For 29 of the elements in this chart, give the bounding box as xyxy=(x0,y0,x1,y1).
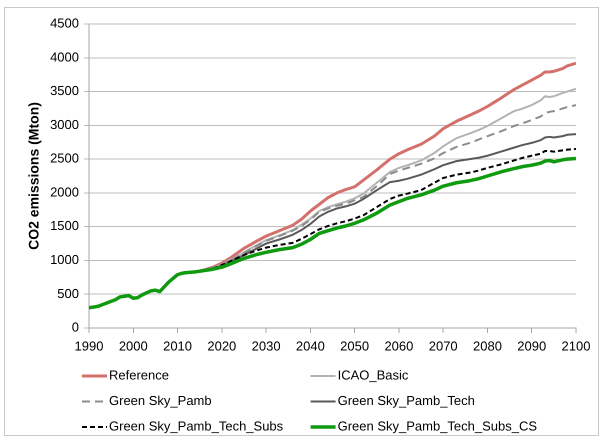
y-tick-label: 0 xyxy=(72,320,79,335)
y-tick-label: 4500 xyxy=(50,16,79,31)
y-tick-label: 2500 xyxy=(50,150,79,166)
y-tick-label: 1000 xyxy=(50,252,79,268)
x-tick-label: 2040 xyxy=(296,338,325,354)
x-tick-label: 2000 xyxy=(118,338,148,354)
legend-label: ICAO_Basic xyxy=(338,368,409,383)
legend-label: Green Sky_Pamb xyxy=(109,393,212,408)
y-tick-label: 4000 xyxy=(50,49,79,64)
y-tick-label: 2000 xyxy=(50,184,79,200)
legend-label: Green Sky_Pamb_Tech xyxy=(338,393,475,408)
y-tick-label: 1500 xyxy=(50,218,79,234)
x-tick-label: 2060 xyxy=(384,338,414,354)
x-tick-label: 2070 xyxy=(428,338,458,354)
x-tick-label: 2080 xyxy=(472,338,502,354)
legend-label: Reference xyxy=(109,368,169,383)
y-tick-label: 3000 xyxy=(50,116,79,132)
x-tick-label: 2050 xyxy=(340,338,370,354)
x-tick-label: 2030 xyxy=(252,338,281,354)
y-tick-label: 3500 xyxy=(50,83,79,98)
y-tick-label: 500 xyxy=(57,286,79,301)
legend-label: Green Sky_Pamb_Tech_Subs_CS xyxy=(338,418,538,434)
x-tick-label: 2100 xyxy=(562,338,590,354)
legend-label: Green Sky_Pamb_Tech_Subs xyxy=(109,418,284,434)
x-tick-label: 2010 xyxy=(163,338,192,354)
x-tick-label: 1990 xyxy=(74,338,104,354)
x-tick-label: 2090 xyxy=(517,338,546,354)
x-tick-label: 2020 xyxy=(207,338,236,354)
y-axis-title: CO2 emissions (Mton) xyxy=(25,102,42,250)
